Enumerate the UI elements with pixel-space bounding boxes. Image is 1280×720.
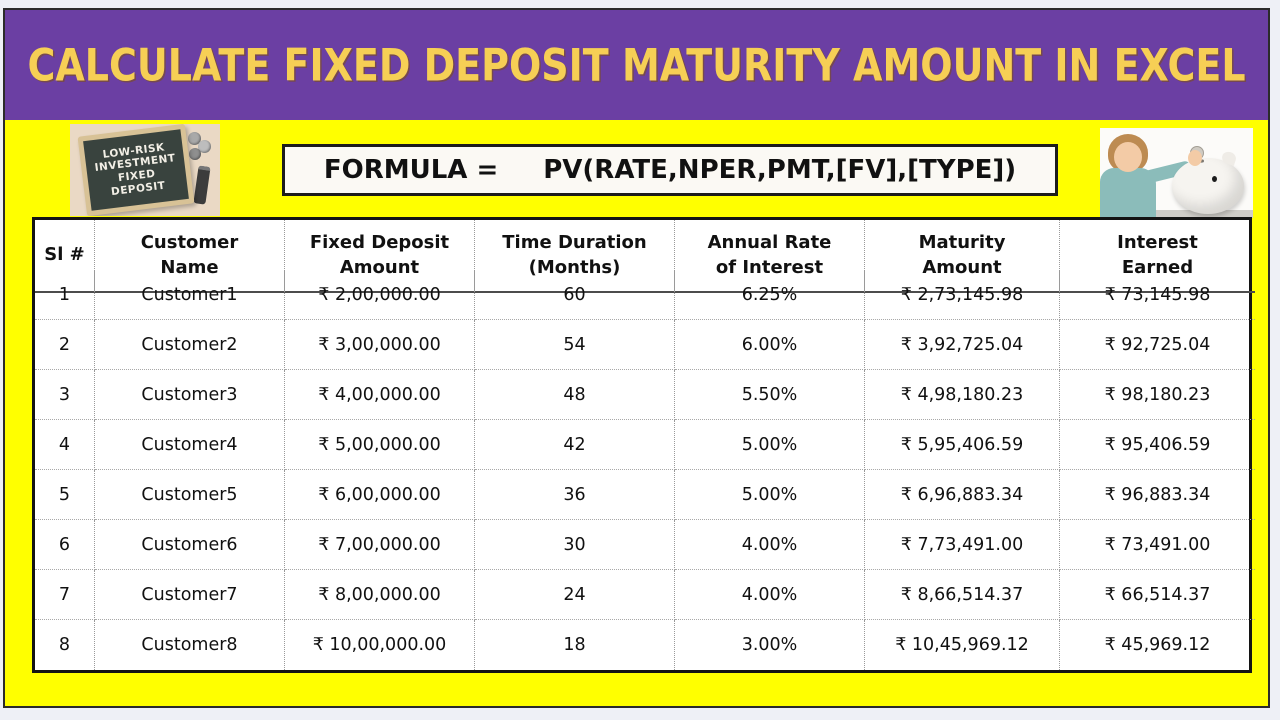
table-cell: 6.00% bbox=[675, 320, 865, 370]
table-cell: Customer8 bbox=[95, 620, 285, 670]
table-cell: 24 bbox=[475, 570, 675, 620]
table-cell: ₹ 7,00,000.00 bbox=[285, 520, 475, 570]
child-hand bbox=[1188, 150, 1202, 166]
table-cell: 30 bbox=[475, 520, 675, 570]
chalkboard-photo: LOW-RISK INVESTMENT FIXED DEPOSIT bbox=[70, 124, 220, 216]
table-cell: ₹ 98,180.23 bbox=[1060, 370, 1255, 420]
chalkboard-slate: LOW-RISK INVESTMENT FIXED DEPOSIT bbox=[77, 124, 195, 216]
table-cell: ₹ 6,96,883.34 bbox=[865, 470, 1060, 520]
table-cell: ₹ 8,00,000.00 bbox=[285, 570, 475, 620]
table-cell: 36 bbox=[475, 470, 675, 520]
table-cell: ₹ 3,92,725.04 bbox=[865, 320, 1060, 370]
table-cell: ₹ 73,491.00 bbox=[1060, 520, 1255, 570]
column-header: Interest Earned bbox=[1060, 220, 1255, 293]
table-cell: Customer3 bbox=[95, 370, 285, 420]
table-cell: 4 bbox=[35, 420, 95, 470]
column-header: Time Duration (Months) bbox=[475, 220, 675, 293]
table-cell: 5 bbox=[35, 470, 95, 520]
table-cell: 5.00% bbox=[675, 470, 865, 520]
table-cell: ₹ 2,73,145.98 bbox=[865, 270, 1060, 320]
piggy-eye bbox=[1212, 176, 1217, 182]
table-cell: ₹ 5,95,406.59 bbox=[865, 420, 1060, 470]
table-cell: 3.00% bbox=[675, 620, 865, 670]
column-header: Fixed Deposit Amount bbox=[285, 220, 475, 293]
column-header: Customer Name bbox=[95, 220, 285, 293]
table-cell: ₹ 4,98,180.23 bbox=[865, 370, 1060, 420]
table-cell: ₹ 7,73,491.00 bbox=[865, 520, 1060, 570]
table-cell: ₹ 66,514.37 bbox=[1060, 570, 1255, 620]
table-cell: ₹ 2,00,000.00 bbox=[285, 270, 475, 320]
table-surface bbox=[1100, 210, 1253, 218]
coin-icon bbox=[188, 132, 201, 145]
table-cell: 4.00% bbox=[675, 570, 865, 620]
column-header: Maturity Amount bbox=[865, 220, 1060, 293]
table-cell: 1 bbox=[35, 270, 95, 320]
table-cell: ₹ 6,00,000.00 bbox=[285, 470, 475, 520]
table-cell: ₹ 96,883.34 bbox=[1060, 470, 1255, 520]
chalkboard-text: LOW-RISK INVESTMENT FIXED DEPOSIT bbox=[94, 141, 177, 198]
piggy-bank-icon bbox=[1172, 158, 1244, 214]
piggy-bank-photo bbox=[1100, 128, 1253, 218]
table-cell: 5.50% bbox=[675, 370, 865, 420]
title-banner: CALCULATE FIXED DEPOSIT MATURITY AMOUNT … bbox=[5, 10, 1268, 120]
table-cell: 54 bbox=[475, 320, 675, 370]
table-cell: 60 bbox=[475, 270, 675, 320]
table-cell: Customer6 bbox=[95, 520, 285, 570]
table-cell: ₹ 10,45,969.12 bbox=[865, 620, 1060, 670]
coin-icon bbox=[189, 148, 201, 160]
table-cell: Customer2 bbox=[95, 320, 285, 370]
formula-box: FORMULA = PV(RATE,NPER,PMT,[FV],[TYPE]) bbox=[282, 144, 1058, 196]
table-cell: ₹ 95,406.59 bbox=[1060, 420, 1255, 470]
page-title: CALCULATE FIXED DEPOSIT MATURITY AMOUNT … bbox=[27, 39, 1246, 91]
child-face bbox=[1114, 142, 1142, 172]
table-cell: Customer5 bbox=[95, 470, 285, 520]
coin-icon bbox=[198, 140, 211, 153]
table-cell: 6.25% bbox=[675, 270, 865, 320]
table-cell: ₹ 92,725.04 bbox=[1060, 320, 1255, 370]
table-cell: ₹ 5,00,000.00 bbox=[285, 420, 475, 470]
table-cell: ₹ 8,66,514.37 bbox=[865, 570, 1060, 620]
table-cell: Customer7 bbox=[95, 570, 285, 620]
table-cell: 6 bbox=[35, 520, 95, 570]
table-cell: 48 bbox=[475, 370, 675, 420]
formula-expression: PV(RATE,NPER,PMT,[FV],[TYPE]) bbox=[543, 155, 1017, 185]
table-cell: 2 bbox=[35, 320, 95, 370]
table-cell: 5.00% bbox=[675, 420, 865, 470]
slide: CALCULATE FIXED DEPOSIT MATURITY AMOUNT … bbox=[3, 8, 1270, 708]
table-cell: 3 bbox=[35, 370, 95, 420]
table-cell: ₹ 45,969.12 bbox=[1104, 635, 1211, 655]
table-cell: ₹ 4,00,000.00 bbox=[285, 370, 475, 420]
table-cell: Customer1 bbox=[95, 270, 285, 320]
table-cell: 8 bbox=[35, 620, 95, 670]
table-cell: 18 bbox=[475, 620, 675, 670]
table-cell: ₹ 73,145.98 bbox=[1060, 270, 1255, 320]
table-cell: 42 bbox=[475, 420, 675, 470]
table-cell: ₹ 3,00,000.00 bbox=[285, 320, 475, 370]
formula-label: FORMULA = bbox=[323, 155, 499, 185]
column-header: Sl # bbox=[35, 220, 95, 293]
table-cell: ₹ 10,00,000.00 bbox=[285, 620, 475, 670]
fixed-deposit-table: Sl # Customer Name Fixed Deposit Amount Tim… bbox=[32, 217, 1255, 673]
chalk-marker-icon bbox=[193, 165, 211, 205]
table-cell: Customer4 bbox=[95, 420, 285, 470]
column-header: Annual Rate of Interest bbox=[675, 220, 865, 293]
table-cell: 4.00% bbox=[675, 520, 865, 570]
table-cell: 7 bbox=[35, 570, 95, 620]
